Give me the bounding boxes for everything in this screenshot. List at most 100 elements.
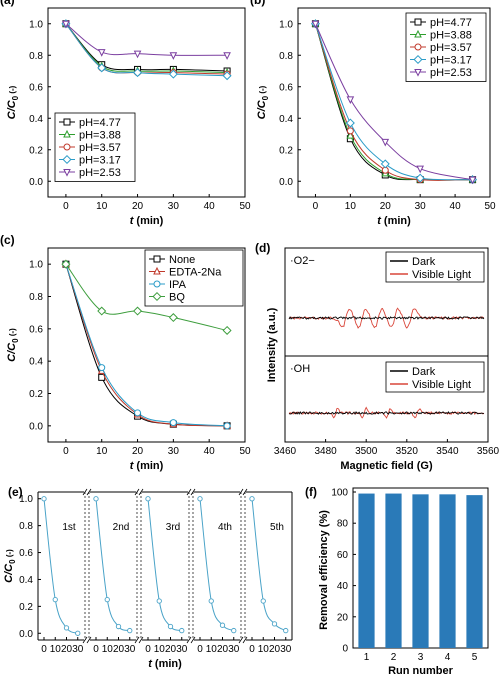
y-axis-title: C/C0 (-): [3, 549, 17, 583]
hydroxyl-dark-trace: [288, 411, 485, 415]
x-axis-title: t (min): [148, 658, 182, 670]
x-tick-label: 30: [415, 201, 427, 212]
legend-marker: [63, 143, 71, 151]
data-point: [63, 625, 70, 631]
data-point: [346, 127, 354, 135]
legend-label: pH=2.53: [430, 67, 472, 79]
x-tick-label: 10: [50, 644, 62, 655]
break-mark: [138, 636, 144, 644]
panel-a: (a) 0 10 20 30 40 50 0.0 0.2 0.4 0.6 0.8 1.0 t (min) C…: [0, 0, 251, 227]
y-tick-label: 0.8: [29, 292, 43, 303]
legend-label: pH=4.77: [79, 117, 121, 129]
data-point: [52, 596, 58, 603]
panel-label: (b): [250, 0, 265, 7]
series-line-pH=3.88: [65, 23, 228, 74]
run-curve-2nd: [95, 498, 130, 632]
break-mark: [86, 488, 92, 496]
break-mark: [82, 636, 88, 644]
x-tick-label: 2: [391, 652, 397, 663]
y-axis-title-part: (-): [8, 328, 17, 339]
x-axis-title: Run number: [388, 665, 453, 677]
data-point: [62, 20, 70, 29]
y-tick-label: 0.2: [29, 389, 43, 400]
y-tick-label: 0.2: [19, 602, 33, 613]
x-tick-label: 30: [176, 644, 188, 655]
data-point: [97, 306, 107, 316]
hydroxyl-visible-light-trace: [288, 406, 485, 419]
subpanel-label: ·O2−: [290, 255, 315, 267]
run-curve-5th: [251, 498, 287, 632]
y-tick-label: 0.4: [29, 114, 43, 125]
plot-frame: [297, 7, 491, 198]
x-axis-title-part: t: [130, 215, 135, 227]
run-label: 3rd: [166, 522, 180, 533]
data-point: [97, 63, 107, 73]
data-point: [156, 598, 162, 604]
y-tick-label: 0.4: [279, 114, 293, 125]
legend-label: pH=2.53: [79, 167, 121, 179]
break-mark: [134, 488, 140, 496]
y-tick-label: 0.2: [29, 145, 43, 156]
x-tick-label: 0: [63, 446, 69, 457]
x-tick-label: 3560: [477, 446, 500, 457]
y-axis-title: C/C0 (-): [256, 85, 270, 119]
data-point: [104, 596, 110, 603]
run-label: 5th: [270, 522, 284, 533]
run-curve-1st: [43, 498, 78, 634]
y-tick-label: 0.4: [29, 357, 43, 368]
data-point: [133, 306, 143, 316]
break-mark: [186, 488, 192, 496]
data-point: [167, 623, 174, 630]
run-label: 2nd: [113, 522, 130, 533]
break-mark: [82, 488, 88, 496]
y-axis-title: Removal efficiency (%): [318, 510, 330, 630]
x-axis-title-part: t: [130, 460, 135, 472]
x-tick-label: 50: [239, 446, 251, 457]
legend-marker: [414, 69, 422, 77]
y-tick-label: 0.8: [29, 51, 43, 62]
x-tick-label: 20: [165, 644, 177, 655]
y-tick-label: 0.6: [19, 548, 33, 559]
y-tick-label: 0.6: [29, 82, 43, 93]
y-tick-label: 0.0: [29, 421, 43, 432]
x-tick-label: 4: [445, 652, 451, 663]
legend-label: pH=3.88: [79, 130, 121, 142]
legend-marker: [63, 129, 71, 138]
x-tick-label: 20: [132, 446, 144, 457]
y-axis-title-part: 0: [11, 338, 20, 343]
panel-label: (a): [0, 0, 15, 7]
series-line-pH=2.53: [65, 23, 228, 56]
x-tick-label: 50: [484, 201, 496, 212]
x-tick-label: 10: [102, 644, 114, 655]
data-point: [219, 622, 226, 628]
subpanel-label: ·OH: [290, 363, 310, 375]
data-point: [75, 630, 81, 636]
data-point: [145, 496, 151, 502]
data-point: [168, 313, 178, 323]
x-tick-label: 3: [418, 652, 424, 663]
data-point: [345, 118, 355, 128]
y-tick-label: 0.8: [279, 51, 293, 62]
data-point: [61, 259, 71, 269]
data-point: [168, 69, 178, 79]
data-point: [179, 627, 185, 634]
x-tick-label: 3520: [396, 446, 419, 457]
y-axis-title-part: C/C: [3, 563, 15, 583]
run-label: 4th: [218, 522, 232, 533]
panel-label: (d): [255, 241, 270, 255]
legend-label: pH=3.57: [430, 42, 472, 54]
legend-frame: [385, 251, 485, 283]
superoxide-dark-trace: [288, 316, 485, 320]
data-point: [223, 52, 231, 60]
data-point: [283, 627, 289, 634]
x-axis-title: t (min): [377, 215, 411, 227]
x-tick-label: 0: [63, 201, 69, 212]
data-point: [468, 176, 477, 185]
data-point: [346, 96, 355, 104]
legend-label: BQ: [169, 292, 185, 304]
y-axis-title: C/C0 (-): [6, 328, 20, 362]
